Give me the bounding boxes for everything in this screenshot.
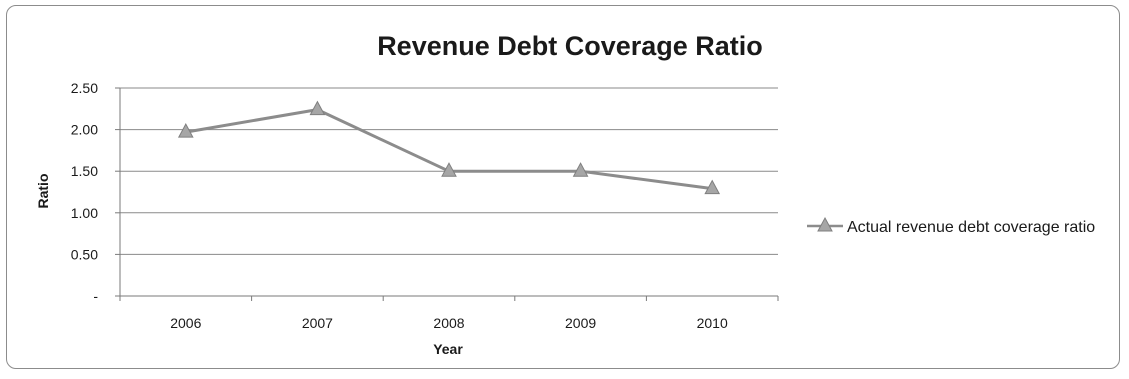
data-point-marker bbox=[704, 179, 721, 195]
data-point-marker bbox=[177, 123, 194, 138]
y-tick-label: 2.50 bbox=[71, 80, 98, 96]
gridlines bbox=[120, 87, 778, 255]
chart-title: Revenue Debt Coverage Ratio bbox=[377, 31, 763, 61]
x-tick-label: 2010 bbox=[697, 315, 728, 331]
y-tick-label: 0.50 bbox=[71, 246, 98, 262]
data-point-marker bbox=[309, 100, 326, 116]
x-tick-label: 2006 bbox=[170, 315, 201, 331]
data-point-marker bbox=[441, 162, 457, 177]
y-axis-label: Ratio bbox=[35, 174, 51, 209]
x-tick-label: 2009 bbox=[565, 315, 596, 331]
x-axis-label: Year bbox=[433, 341, 463, 357]
y-tick-label: - bbox=[93, 288, 98, 304]
series-line bbox=[185, 108, 713, 191]
x-tick-label: 2007 bbox=[302, 315, 333, 331]
data-point-marker bbox=[572, 162, 589, 177]
legend: Actual revenue debt coverage ratio bbox=[807, 216, 1095, 236]
y-tick-label: 1.50 bbox=[71, 163, 98, 179]
series-layer bbox=[177, 100, 721, 195]
legend-marker-triangle-icon bbox=[817, 216, 833, 232]
y-axis-ticks: - 0.50 1.00 1.50 2.00 2.50 bbox=[71, 80, 120, 304]
x-tick-label: 2008 bbox=[433, 315, 464, 331]
chart-frame bbox=[6, 5, 1120, 369]
y-tick-label: 2.00 bbox=[71, 122, 98, 138]
legend-label: Actual revenue debt coverage ratio bbox=[847, 219, 1095, 236]
y-tick-label: 1.00 bbox=[71, 205, 98, 221]
x-axis-ticks: 2006 2007 2008 2009 2010 bbox=[119, 296, 779, 331]
